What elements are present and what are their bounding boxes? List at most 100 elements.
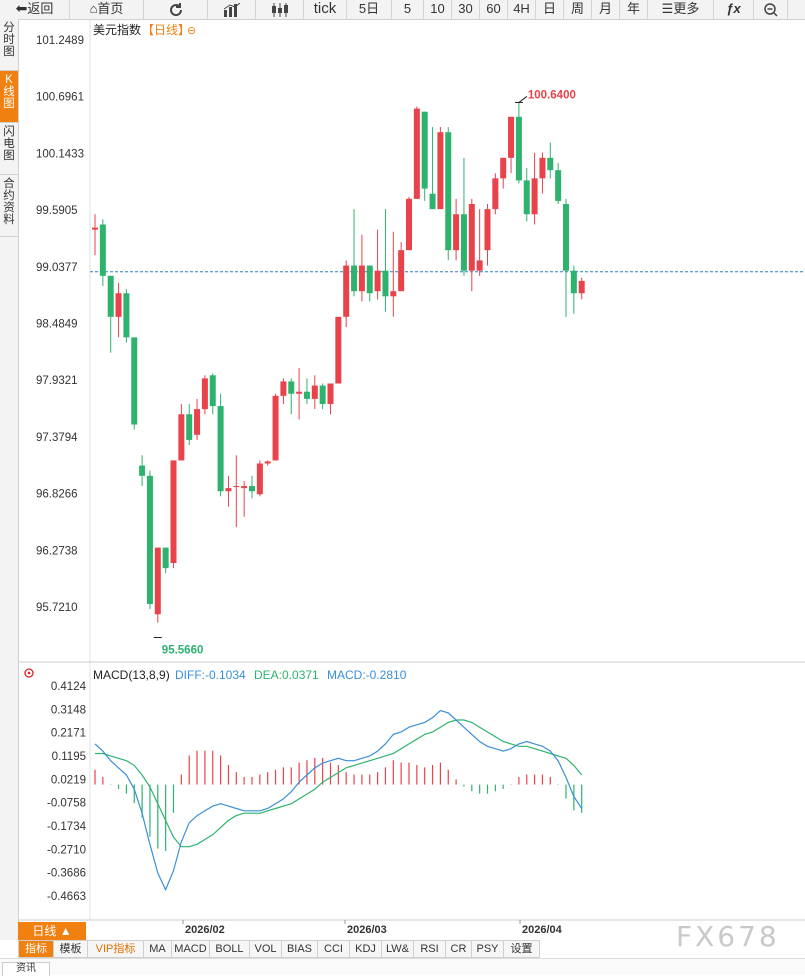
- candle-body: [146, 475, 153, 605]
- legend-toggle-icon: ⊖: [187, 25, 196, 37]
- chart-type-button[interactable]: [208, 0, 256, 19]
- function-button[interactable]: ƒx: [714, 0, 754, 19]
- sidebar-tab-char: 合: [3, 178, 15, 190]
- watermark: FX678: [676, 920, 780, 953]
- indicator-tab-10[interactable]: LW&: [382, 940, 414, 958]
- indicator-tab-13[interactable]: PSY: [472, 940, 504, 958]
- indicator-tab-8[interactable]: CCI: [318, 940, 350, 958]
- candle-body: [92, 227, 98, 230]
- candle-body: [201, 378, 208, 410]
- indicator-tab-7[interactable]: BIAS: [282, 940, 318, 958]
- indicator-tab-4[interactable]: MACD: [172, 940, 210, 958]
- candle-body: [515, 116, 522, 181]
- period-month[interactable]: 月: [592, 0, 620, 19]
- candle-body: [194, 409, 201, 435]
- candle-body: [547, 157, 554, 171]
- candle-body: [296, 391, 303, 394]
- indicator-tab-5[interactable]: BOLL: [210, 940, 250, 958]
- price-tick-label: 95.7210: [36, 602, 78, 614]
- period-10min[interactable]: 10: [424, 0, 452, 19]
- indicator-tabbar: 指标 模板 VIP指标 MA MACD BOLL VOL BIAS CCI KDJ LW& RSI CR…: [18, 940, 805, 958]
- high-price-label: 100.6400: [528, 89, 576, 101]
- candle-body: [170, 460, 177, 563]
- sidebar-tab-3[interactable]: 合约资料: [0, 175, 18, 237]
- candle-body: [217, 406, 224, 492]
- candle-body: [500, 157, 507, 179]
- indicator-tab-14[interactable]: 设置: [504, 940, 540, 958]
- price-tick-label: 96.8266: [36, 489, 78, 501]
- candle-body: [178, 414, 185, 461]
- candle-body: [311, 385, 318, 399]
- candle-body: [123, 293, 130, 338]
- sidebar-tab-2[interactable]: 闪电图: [0, 123, 18, 175]
- price-tick-label: 97.3794: [36, 432, 78, 444]
- instrument-name: 美元指数: [93, 22, 141, 37]
- zoom-out-icon: [763, 2, 778, 17]
- macd-dea-line: [95, 719, 583, 848]
- candle-type-button[interactable]: [256, 0, 304, 19]
- back-button[interactable]: ⬅返回: [0, 0, 70, 19]
- indicator-tab-1[interactable]: 模板: [54, 940, 88, 958]
- candle-body: [303, 391, 310, 399]
- tick-button[interactable]: tick: [304, 0, 347, 19]
- zoom-out-button[interactable]: [754, 0, 788, 19]
- sidebar-tab-char: 分: [3, 22, 15, 34]
- period-4h[interactable]: 4H: [508, 0, 536, 19]
- date-tick-label: 2026/03: [347, 924, 387, 936]
- candle-body: [351, 265, 358, 292]
- price-tick-label: 100.1433: [36, 148, 84, 160]
- sidebar-tab-char: 线: [3, 86, 15, 98]
- candle-body: [280, 381, 287, 396]
- price-tick-label: 101.2489: [36, 35, 84, 47]
- period-5day[interactable]: 5日: [347, 0, 392, 19]
- indicator-tab-0[interactable]: 指标: [18, 940, 54, 958]
- macd-diff-value: DIFF:-0.1034: [175, 668, 246, 682]
- price-tick-label: 98.4849: [36, 319, 78, 331]
- candle-body: [209, 375, 216, 407]
- candle-body: [563, 204, 569, 271]
- indicator-tab-3[interactable]: MA: [144, 940, 172, 958]
- period-day[interactable]: 日: [536, 0, 564, 19]
- sidebar-tab-char: 料: [3, 214, 15, 226]
- refresh-button[interactable]: [144, 0, 208, 19]
- period-60min[interactable]: 60: [480, 0, 508, 19]
- candle-body: [578, 280, 585, 294]
- period-year[interactable]: 年: [620, 0, 648, 19]
- indicator-tab-9[interactable]: KDJ: [350, 940, 382, 958]
- sidebar-tab-char: 图: [3, 46, 15, 58]
- period-30min[interactable]: 30: [452, 0, 480, 19]
- period-5min[interactable]: 5: [392, 0, 424, 19]
- candle-body: [421, 111, 428, 189]
- more-button[interactable]: ☰更多: [648, 0, 714, 19]
- indicator-tab-6[interactable]: VOL: [250, 940, 282, 958]
- candle-body: [327, 383, 334, 405]
- sidebar-tab-char: 闪: [3, 126, 15, 138]
- macd-tick-label: 0.1195: [52, 751, 86, 763]
- macd-tick-label: -0.2710: [47, 844, 86, 856]
- sidebar-tab-char: 图: [3, 150, 15, 162]
- refresh-icon: [169, 2, 182, 16]
- indicator-tab-12[interactable]: CR: [446, 940, 472, 958]
- candle-body: [288, 381, 295, 394]
- period-week[interactable]: 周: [564, 0, 592, 19]
- candle-body: [335, 316, 342, 384]
- macd-tick-label: 0.0219: [51, 774, 86, 786]
- candle-body: [131, 337, 138, 425]
- macd-tick-label: -0.4663: [47, 891, 86, 903]
- candle-body: [154, 547, 161, 615]
- macd-tick-label: -0.1734: [47, 821, 87, 833]
- period-selector-button[interactable]: 日线 ▲: [18, 922, 86, 940]
- candlestick-icon: [271, 2, 288, 17]
- indicator-tab-11[interactable]: RSI: [414, 940, 446, 958]
- indicator-tab-2[interactable]: VIP指标: [88, 940, 144, 958]
- home-button[interactable]: ⌂首页: [70, 0, 144, 19]
- candle-body: [186, 414, 193, 440]
- macd-tick-label: 0.4124: [51, 681, 87, 693]
- candle-body: [437, 132, 444, 210]
- sidebar-tab-0[interactable]: 分时图: [0, 19, 18, 71]
- news-tab[interactable]: 资讯: [2, 962, 50, 976]
- sidebar-tab-char: 时: [3, 34, 15, 46]
